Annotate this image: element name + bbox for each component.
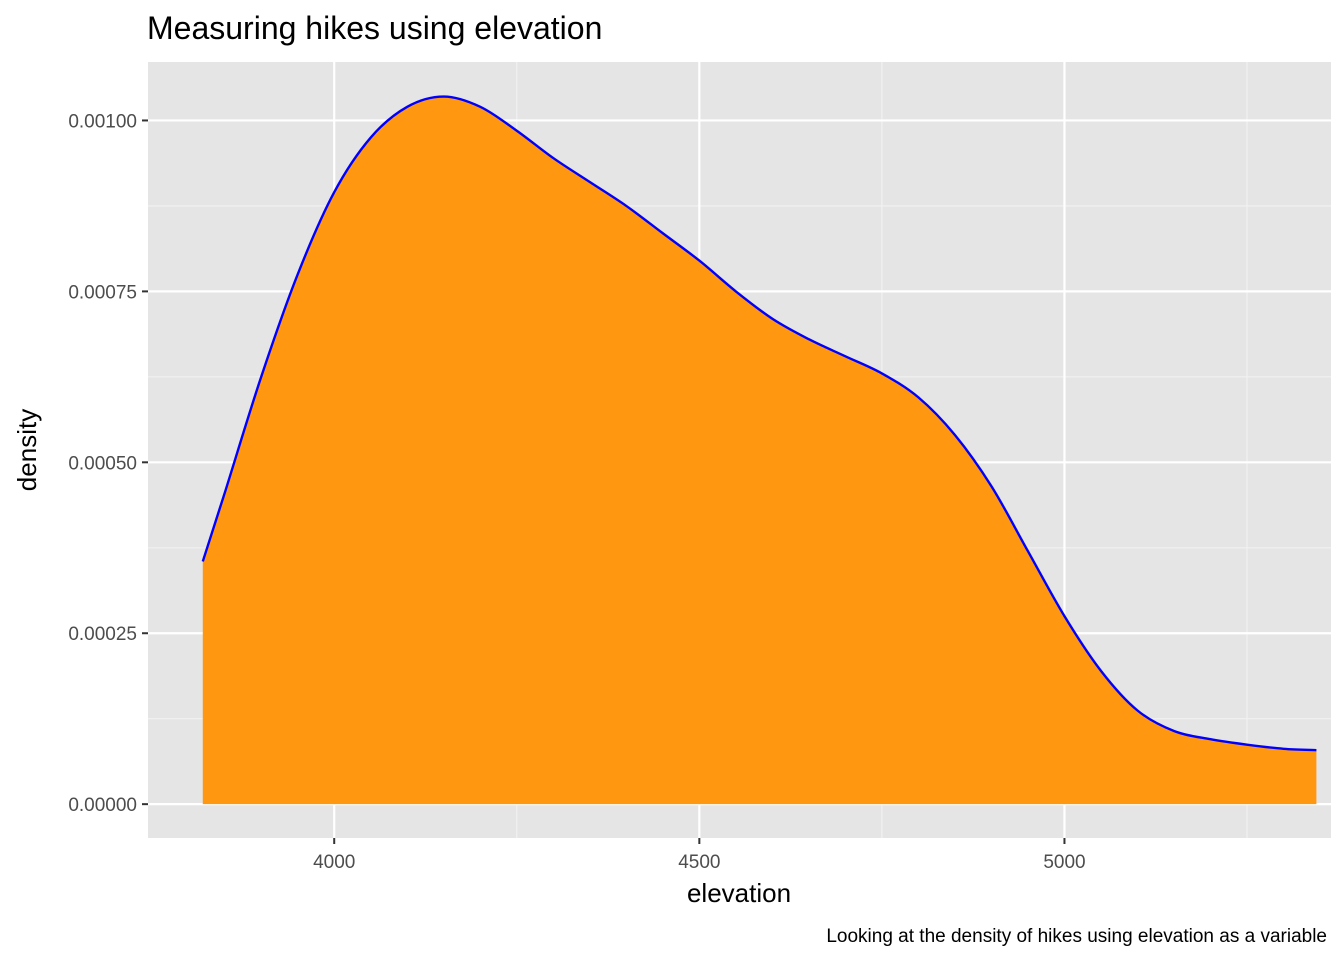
tick-labels: 4000 4500 5000 0.00000 0.00025 0.00050 0.00075… (68, 111, 1085, 873)
y-tick-label: 0.00100 (68, 111, 137, 132)
chart-caption: Looking at the density of hikes using el… (826, 926, 1327, 947)
x-tick-label: 4000 (313, 852, 355, 873)
x-tick-label: 5000 (1043, 852, 1085, 873)
y-axis-title: density (12, 409, 42, 491)
series-layer (201, 95, 1317, 805)
x-axis-title: elevation (687, 878, 791, 908)
y-tick-label: 0.00000 (68, 795, 137, 816)
density-area (202, 96, 1317, 805)
density-line (201, 95, 1317, 752)
y-tick-label: 0.00075 (68, 282, 137, 303)
x-tick-label: 4500 (678, 852, 720, 873)
y-tick-label: 0.00025 (68, 624, 137, 645)
axis-ticks (142, 119, 1066, 844)
chart-title: Measuring hikes using elevation (147, 10, 602, 46)
y-tick-label: 0.00050 (68, 453, 137, 474)
